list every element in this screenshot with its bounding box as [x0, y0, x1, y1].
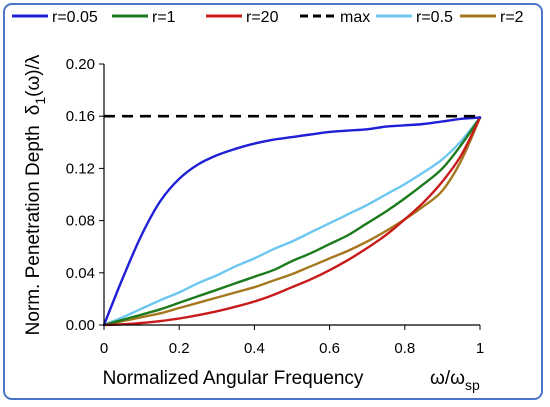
- x-tick-label: 0.2: [169, 340, 190, 357]
- x-tick-labels: 0 0.2 0.4 0.6 0.8 1: [100, 340, 484, 357]
- series-line-r-2: [102, 116, 482, 327]
- y-axis-title: Norm. Penetration Depth δ1(ω)/λ: [23, 54, 48, 335]
- legend-label: r=20: [246, 9, 279, 26]
- axes: [99, 63, 481, 330]
- legend-label: max: [340, 9, 370, 26]
- y-axis-title-text: Norm. Penetration Depth: [23, 125, 44, 335]
- series-line-r-0-05: [102, 116, 482, 327]
- series-line-r-1: [102, 116, 482, 327]
- legend: r=0.05 r=1 r=20 max r=0.5 r=2: [12, 9, 524, 26]
- legend-label: r=1: [152, 9, 176, 26]
- x-tick-label: 0.4: [244, 340, 265, 357]
- legend-label: r=0.05: [52, 9, 98, 26]
- y-tick-label: 0.04: [66, 265, 95, 282]
- x-axis-unit-sub: sp: [465, 377, 480, 393]
- legend-label: r=0.5: [416, 9, 453, 26]
- x-tick-label: 0.8: [394, 340, 415, 357]
- x-axis-unit: ω/ωsp: [430, 368, 480, 393]
- y-tick-label: 0.08: [66, 213, 95, 230]
- y-tick-label: 0.20: [66, 56, 95, 73]
- y-axis-unit-sub: 1: [32, 97, 48, 105]
- chart-frame: [3, 3, 543, 400]
- series-line-r-20: [102, 116, 482, 327]
- y-tick-label: 0.16: [66, 108, 95, 125]
- y-tick-labels: 0.00 0.04 0.08 0.12 0.16 0.20: [66, 56, 95, 334]
- x-axis-title: Normalized Angular Frequency: [103, 368, 364, 389]
- x-tick-label: 0: [100, 340, 108, 357]
- legend-label: r=2: [500, 9, 524, 26]
- y-tick-label: 0.12: [66, 160, 95, 177]
- x-tick-label: 0.6: [319, 340, 340, 357]
- plot-area: [102, 114, 482, 327]
- x-axis-unit-base: ω/ω: [430, 368, 465, 389]
- series-line-r-0-5: [102, 116, 482, 327]
- y-axis-unit-rest: (ω)/λ: [23, 54, 44, 97]
- y-axis-unit-base: δ: [23, 105, 44, 116]
- x-tick-label: 1: [476, 340, 484, 357]
- y-tick-label: 0.00: [66, 317, 95, 334]
